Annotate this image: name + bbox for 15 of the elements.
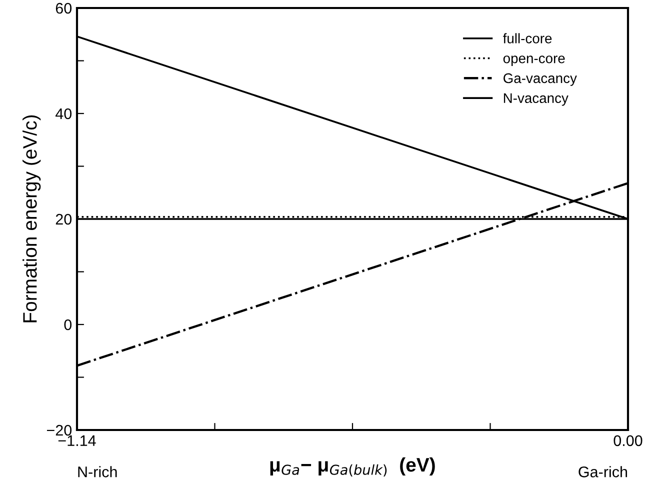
x-tick-label: 0.00 [614,435,642,446]
text: N-rich [78,466,117,478]
y-tick-label: 60 [56,2,72,14]
y-tick-label: 40 [56,108,72,120]
x-tick-label: −1.14 [58,435,96,446]
legend-label: N-vacancy [504,93,568,106]
legend-label: open-core [503,56,565,66]
y-tick-label: 0 [64,319,72,330]
legend-label: Ga-vacancy [504,73,577,86]
y-tick-label: 20 [56,214,72,225]
text: Ga-rich [578,466,628,478]
x-axis-title: μ$_{Ga}$− μ$_{Ga(bulk)}$ (eV) [270,457,435,477]
legend-label: full-core [503,33,552,44]
y-axis-title: Formation energy (eV/c) [22,115,41,322]
y-tick-label: −20 [46,424,72,436]
